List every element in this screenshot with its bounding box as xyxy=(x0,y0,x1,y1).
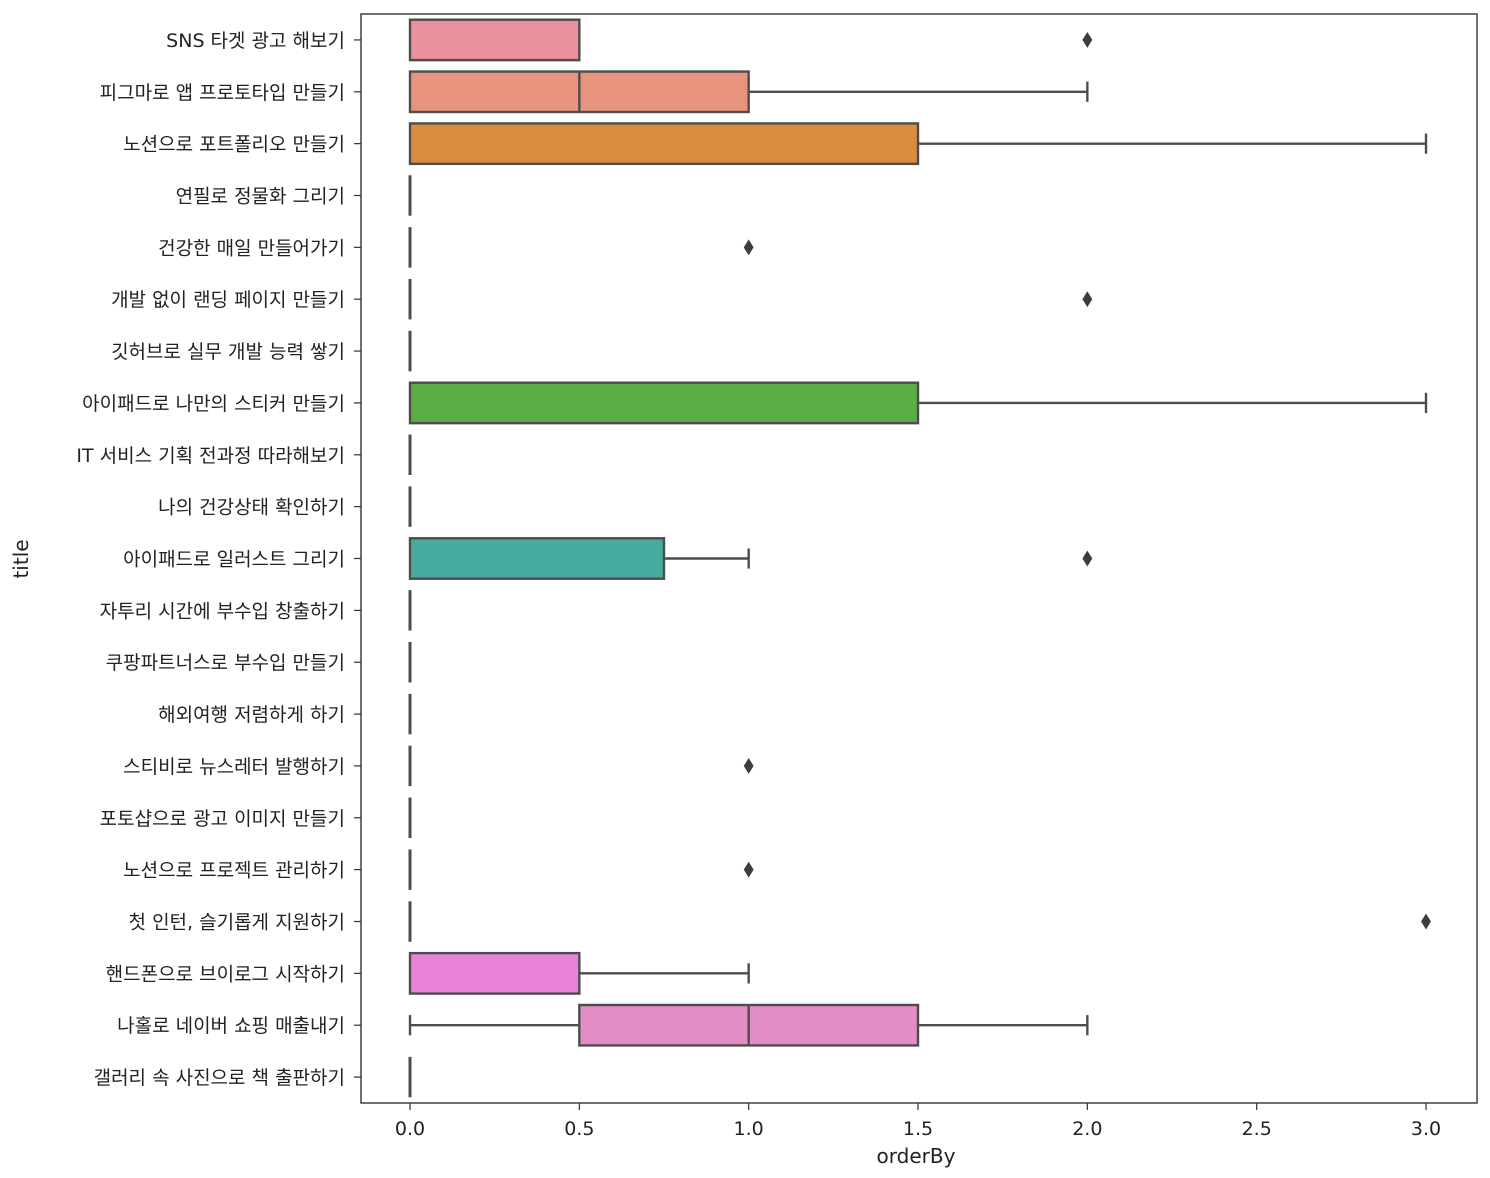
y-tick-label: SNS 타겟 광고 해보기 xyxy=(166,30,345,52)
box-group xyxy=(408,951,750,995)
box xyxy=(408,537,666,580)
box-group xyxy=(408,278,1093,320)
box-group xyxy=(408,18,1093,62)
x-tick-label: 2.0 xyxy=(1072,1118,1102,1140)
box-group xyxy=(408,122,1428,166)
outlier-point xyxy=(743,239,754,256)
box-group xyxy=(408,745,754,787)
y-tick-label: 깃허브로 실무 개발 능력 쌓기 xyxy=(111,341,345,363)
x-axis-label: orderBy xyxy=(877,1144,956,1168)
outlier-point xyxy=(743,757,754,774)
y-tick-label: 첫 인턴, 슬기롭게 지원하기 xyxy=(129,912,345,934)
y-tick-label: 아이패드로 나만의 스티커 만들기 xyxy=(82,393,345,415)
outlier-point xyxy=(1082,291,1093,308)
outlier-point xyxy=(1082,550,1093,567)
x-tick-label: 0.0 xyxy=(395,1118,425,1140)
plot-frame xyxy=(360,13,1478,1104)
y-tick-label: 개발 없이 랜딩 페이지 만들기 xyxy=(111,289,345,311)
box-group xyxy=(408,1003,1089,1047)
y-tick-label: 해외여행 저렴하게 하기 xyxy=(158,704,345,726)
y-tick-label: 나홀로 네이버 쇼핑 매출내기 xyxy=(117,1015,345,1037)
y-tick-label: 핸드폰으로 브이로그 시작하기 xyxy=(106,963,345,985)
x-tick-label: 2.5 xyxy=(1242,1118,1272,1140)
x-tick-label: 0.5 xyxy=(564,1118,594,1140)
y-axis-label: title xyxy=(9,539,33,578)
y-tick-label: 건강한 매일 만들어가기 xyxy=(158,237,345,259)
y-tick-label: 연필로 정물화 그리기 xyxy=(176,186,345,208)
outlier-point xyxy=(743,861,754,878)
y-tick-label: 쿠팡파트너스로 부수입 만들기 xyxy=(106,652,345,674)
x-tick-label: 1.0 xyxy=(734,1118,764,1140)
box-group xyxy=(408,381,1428,425)
box xyxy=(408,951,581,995)
y-tick-label: 아이패드로 일러스트 그리기 xyxy=(123,549,345,571)
box-group xyxy=(408,537,1093,580)
box xyxy=(408,122,920,166)
box-group xyxy=(408,227,754,268)
x-tick-label: 3.0 xyxy=(1411,1118,1441,1140)
box xyxy=(408,381,920,425)
box xyxy=(408,18,581,62)
x-tick-label: 1.5 xyxy=(903,1118,933,1140)
y-tick-label: 나의 건강상태 확인하기 xyxy=(158,497,345,519)
y-tick-label: 스티비로 뉴스레터 발행하기 xyxy=(123,756,345,778)
outlier-point xyxy=(1421,913,1431,930)
y-tick-label: 노션으로 포트폴리오 만들기 xyxy=(123,134,345,156)
y-tick-label: IT 서비스 기획 전과정 따라해보기 xyxy=(76,445,345,467)
y-tick-label: 포토샵으로 광고 이미지 만들기 xyxy=(100,808,345,830)
y-tick-label: 노션으로 프로젝트 관리하기 xyxy=(123,860,345,882)
box-group xyxy=(408,901,1431,942)
box-group xyxy=(408,849,754,890)
boxes-layer xyxy=(408,18,1431,1098)
x-ticks: 0.0 0.5 1.0 1.5 2.0 2.5 3.0 xyxy=(395,1103,1441,1140)
y-tick-label: 자투리 시간에 부수입 창출하기 xyxy=(100,600,345,622)
y-tick-label: 피그마로 앱 프로토타입 만들기 xyxy=(100,82,345,104)
y-tick-label: 갤러리 속 사진으로 책 출판하기 xyxy=(94,1067,345,1089)
outlier-point xyxy=(1082,31,1093,48)
box-group xyxy=(408,70,1089,114)
